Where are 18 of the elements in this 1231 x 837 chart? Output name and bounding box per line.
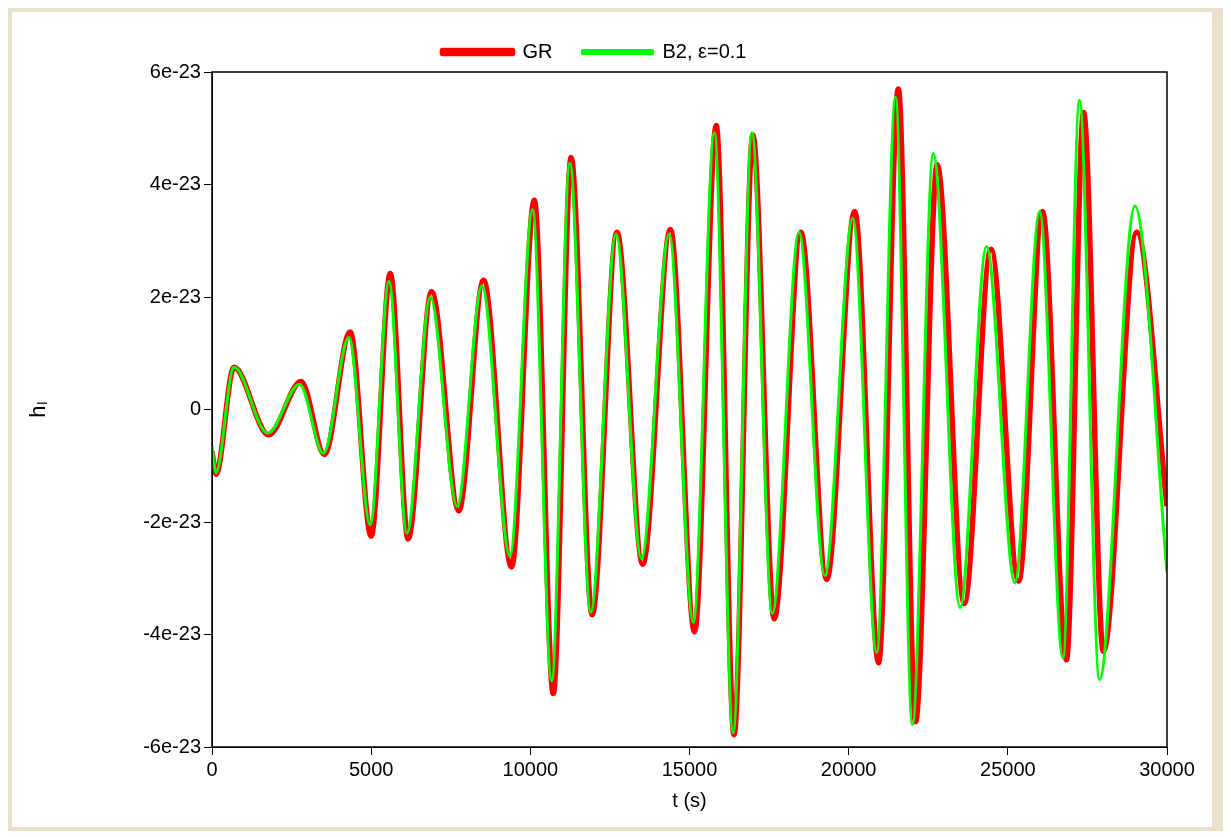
x-tick-label: 25000 <box>980 757 1036 780</box>
y-tick-label: 4e-23 <box>149 172 201 195</box>
x-tick-label: 0 <box>206 757 218 780</box>
x-tick-label: 5000 <box>348 757 394 780</box>
x-tick-label: 10000 <box>502 757 559 780</box>
legend-label: GR <box>522 39 553 62</box>
x-tick-label: 30000 <box>1139 757 1195 780</box>
x-tick-label: 15000 <box>661 757 718 780</box>
y-tick-label: 2e-23 <box>149 284 201 307</box>
legend-label: B2, ε=0.1 <box>662 39 747 62</box>
x-tick-label: 20000 <box>820 757 877 780</box>
y-tick-label: 6e-23 <box>149 59 201 82</box>
y-tick-label: -6e-23 <box>143 734 201 757</box>
y-tick-label: 0 <box>189 397 201 420</box>
y-tick-label: -4e-23 <box>143 622 201 645</box>
y-tick-label: -2e-23 <box>143 509 201 532</box>
x-axis-title: t (s) <box>672 788 707 811</box>
y-axis-title: hₗ <box>25 401 51 418</box>
